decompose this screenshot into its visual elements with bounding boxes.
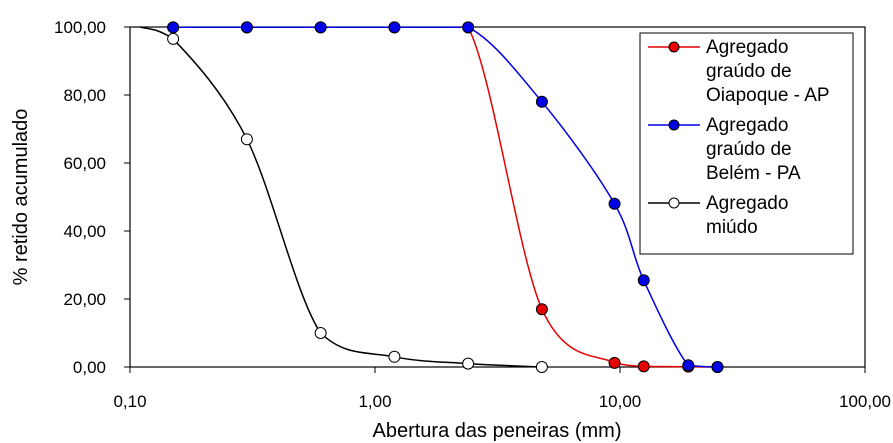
data-point	[240, 133, 253, 146]
legend-label: miúdo	[706, 217, 758, 238]
legend-label: Agregado	[706, 115, 788, 136]
data-point	[535, 361, 548, 373]
data-point	[682, 359, 695, 372]
data-point	[240, 21, 253, 34]
x-tick-label: 10,00	[599, 392, 642, 411]
data-point	[637, 274, 650, 287]
series-2	[139, 26, 548, 373]
data-point	[637, 360, 650, 373]
legend-item: Agregado graúdo de Belém - PA	[648, 115, 801, 184]
data-point	[535, 303, 548, 316]
series-1	[167, 21, 724, 373]
y-tick-label: 20,00	[63, 290, 106, 309]
legend-marker	[668, 119, 680, 131]
legend-label: Oiapoque - AP	[706, 85, 830, 106]
data-point	[535, 95, 548, 108]
legend-label: graúdo de	[706, 139, 792, 160]
legend-label: Agregado	[706, 37, 788, 58]
data-point	[388, 350, 401, 363]
legend-marker	[668, 41, 680, 53]
y-tick-label: 80,00	[63, 86, 106, 105]
series-line	[173, 26, 718, 368]
tick-labels: 0,10 1,00 10,00 100,00 0,00 20,00 40,00 60,00 80…	[54, 18, 891, 411]
data-series	[139, 21, 724, 373]
plot-frame	[129, 26, 866, 368]
y-tick-label: 0,00	[73, 358, 106, 377]
axes	[124, 26, 866, 373]
legend-label: graúdo de	[706, 61, 792, 82]
data-point	[167, 32, 180, 45]
legend-item: Agregado miúdo	[648, 193, 788, 238]
data-point	[608, 356, 621, 369]
plot-area	[129, 26, 866, 368]
x-tick-label: 100,00	[839, 392, 891, 411]
legend-label: Agregado	[706, 193, 788, 214]
data-point	[608, 197, 621, 210]
x-axis-title: Abertura das peneiras (mm)	[373, 420, 622, 442]
data-point	[462, 21, 475, 34]
legend-label: Belém - PA	[706, 163, 801, 184]
y-tick-label: 100,00	[54, 18, 106, 37]
legend: Agregado graúdo de Oiapoque - AP Agregado gr…	[639, 32, 854, 255]
legend-box	[639, 32, 854, 255]
data-point	[314, 21, 327, 34]
data-point	[314, 327, 327, 339]
legend-item: Agregado graúdo de Oiapoque - AP	[648, 37, 830, 106]
y-axis-title: % retido acumulado	[10, 109, 32, 286]
y-tick-label: 60,00	[63, 154, 106, 173]
y-tick-label: 40,00	[63, 222, 106, 241]
data-point	[167, 21, 180, 34]
series-line	[173, 26, 718, 368]
data-point	[462, 357, 475, 370]
series-line	[139, 26, 542, 368]
data-point	[711, 361, 724, 373]
data-point	[388, 21, 401, 34]
x-tick-label: 1,00	[358, 392, 391, 411]
x-tick-label: 0,10	[113, 392, 146, 411]
legend-marker	[668, 197, 680, 209]
